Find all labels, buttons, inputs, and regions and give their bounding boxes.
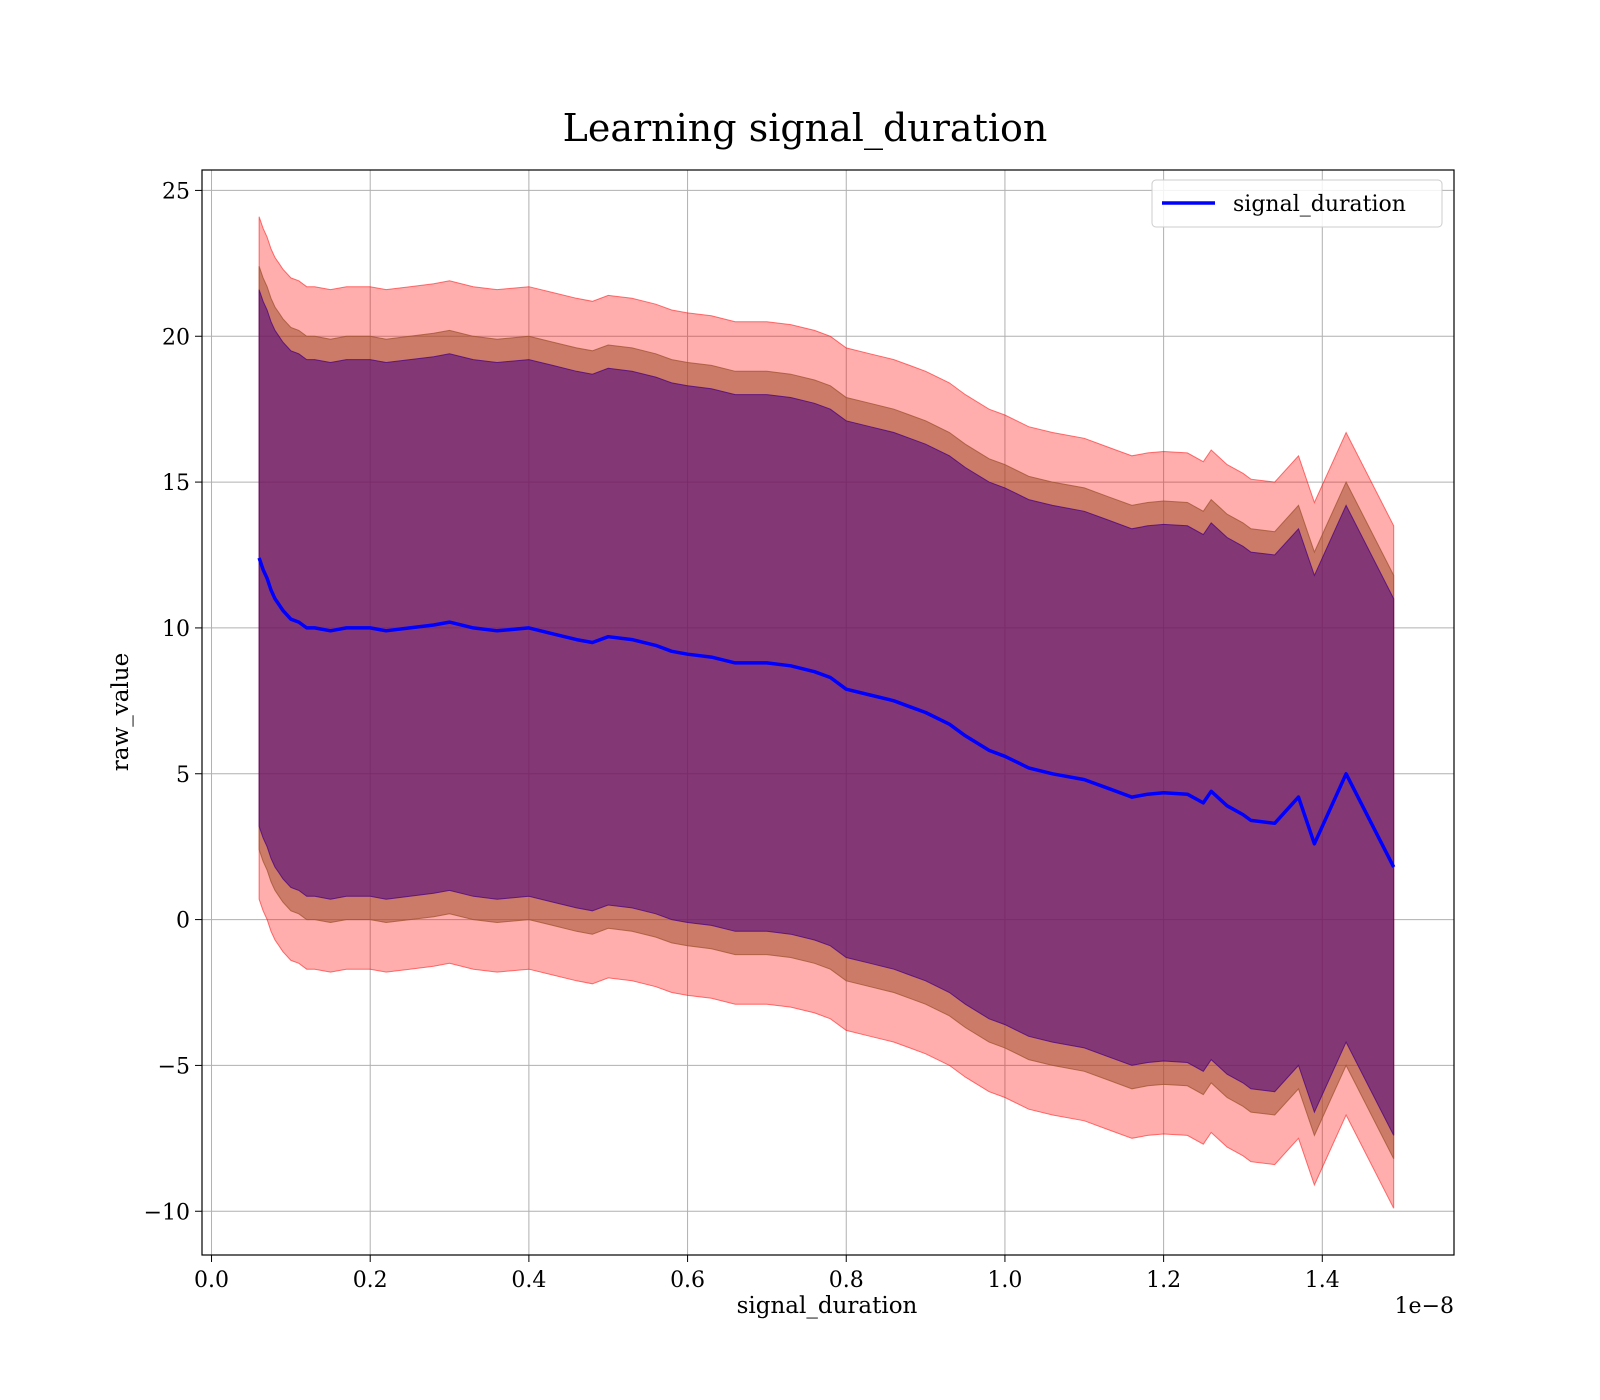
x-tick-label: 0.6 — [670, 1268, 705, 1293]
x-tick-label: 0.2 — [353, 1268, 388, 1293]
y-tick-label: −5 — [158, 1054, 190, 1079]
y-tick-label: −10 — [144, 1200, 190, 1225]
series-line-signal-duration — [257, 557, 1396, 868]
y-axis-label: raw_value — [108, 653, 134, 771]
x-tick-label: 1.4 — [1305, 1268, 1340, 1293]
y-tick-label: 15 — [162, 471, 190, 496]
x-axis-ticks: 0.0 0.2 0.4 0.6 0.8 1.0 1.2 1.4 — [194, 1255, 1340, 1293]
legend-box — [1151, 179, 1443, 228]
x-tick-label: 1.2 — [1146, 1268, 1181, 1293]
legend-label: signal_duration — [1233, 192, 1406, 217]
y-tick-label: 0 — [176, 909, 190, 934]
x-tick-label: 0.4 — [511, 1268, 546, 1293]
y-tick-label: 10 — [162, 617, 190, 642]
y-tick-label: 5 — [176, 763, 190, 788]
legend: signal_duration — [1151, 179, 1443, 228]
x-tick-label: 1.0 — [987, 1268, 1022, 1293]
x-tick-label: 0.8 — [829, 1268, 864, 1293]
x-tick-label: 0.0 — [194, 1268, 229, 1293]
x-axis-offset-text: 1e−8 — [1395, 1294, 1454, 1319]
x-axis-label: signal_duration — [737, 1293, 918, 1319]
confidence-band-3 — [258, 289, 1395, 1136]
chart-title: Learning signal_duration — [563, 106, 1048, 151]
confidence-bands — [258, 216, 1395, 1209]
y-axis-ticks: 25 20 15 10 5 0 −5 −10 — [144, 179, 202, 1225]
series-lines — [257, 557, 1396, 868]
y-tick-label: 20 — [162, 325, 190, 350]
y-tick-label: 25 — [162, 179, 190, 204]
plot-frame — [201, 169, 1455, 1256]
